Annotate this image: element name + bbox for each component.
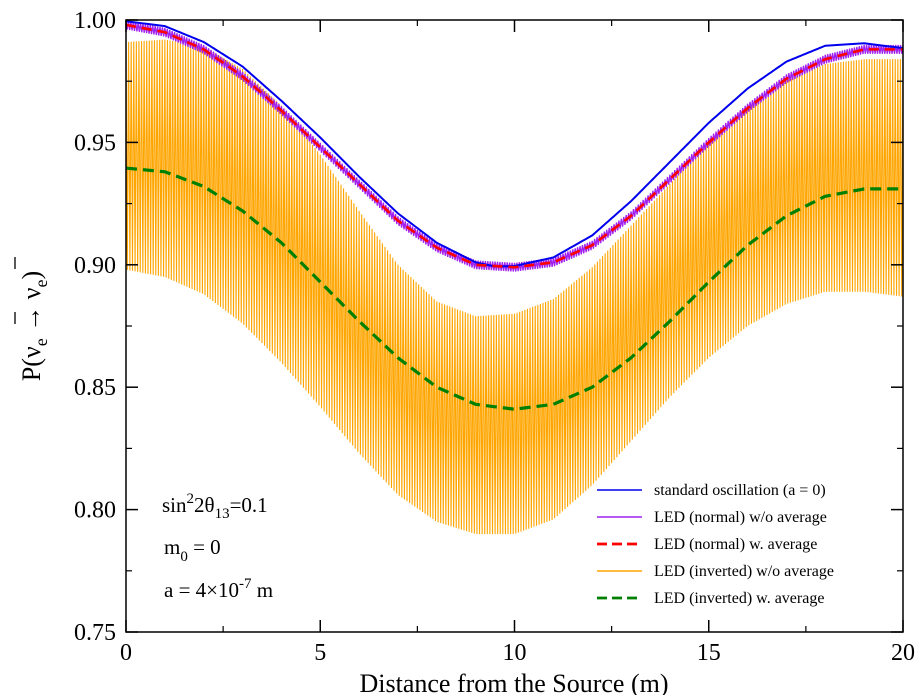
y-title-open: P( bbox=[17, 358, 46, 381]
x-tick-label: 10 bbox=[503, 640, 527, 666]
y-tick-label: 1.00 bbox=[74, 8, 116, 34]
legend-label: LED (normal) w/o average bbox=[654, 509, 827, 526]
legend-label: LED (inverted) w. average bbox=[654, 590, 824, 607]
y-title-close: ) bbox=[17, 271, 46, 280]
annotation-a: a = 4×10-7 m bbox=[164, 576, 273, 602]
series-led-inverted-wo-average bbox=[126, 39, 903, 535]
annotation-block: sin22θ13=0.1 m0 = 0 a = 4×10-7 m bbox=[162, 491, 273, 602]
y-tick-label: 0.80 bbox=[74, 498, 116, 524]
y-title-sub1: e bbox=[31, 338, 51, 346]
x-axis-title: Distance from the Source (m) bbox=[359, 669, 668, 695]
legend-label: LED (normal) w. average bbox=[654, 536, 817, 553]
series-layer bbox=[126, 20, 903, 535]
y-title-nu2: ν bbox=[17, 287, 46, 299]
x-tick-label: 5 bbox=[314, 640, 326, 666]
series-led-normal-w-average bbox=[126, 23, 903, 269]
legend-label: standard oscillation (a = 0) bbox=[654, 482, 826, 499]
y-tick-label: 0.90 bbox=[74, 253, 116, 279]
x-tick-label: 0 bbox=[120, 640, 132, 666]
x-tick-label: 20 bbox=[891, 640, 915, 666]
y-title-sub2: e bbox=[31, 280, 51, 288]
y-tick-label: 0.85 bbox=[74, 375, 116, 401]
y-tick-label: 0.75 bbox=[74, 620, 116, 646]
axes-layer: 0 5 10 15 20 0.75 0.80 0.85 0.90 0.95 1.00 bbox=[74, 8, 915, 666]
y-tick-label: 0.95 bbox=[74, 130, 116, 156]
y-axis-title: P(νe → νe) bbox=[17, 271, 51, 381]
annotation-m0: m0 = 0 bbox=[164, 535, 221, 565]
annotation-sin2theta: sin22θ13=0.1 bbox=[162, 491, 268, 522]
series-led-inverted-w-average bbox=[126, 166, 903, 411]
x-tick-label: 15 bbox=[697, 640, 721, 666]
legend: standard oscillation (a = 0) LED (normal)… bbox=[597, 482, 834, 607]
y-title-arrow: → bbox=[17, 299, 46, 338]
y-title-nu1: ν bbox=[17, 346, 46, 358]
legend-label: LED (inverted) w/o average bbox=[654, 563, 834, 580]
